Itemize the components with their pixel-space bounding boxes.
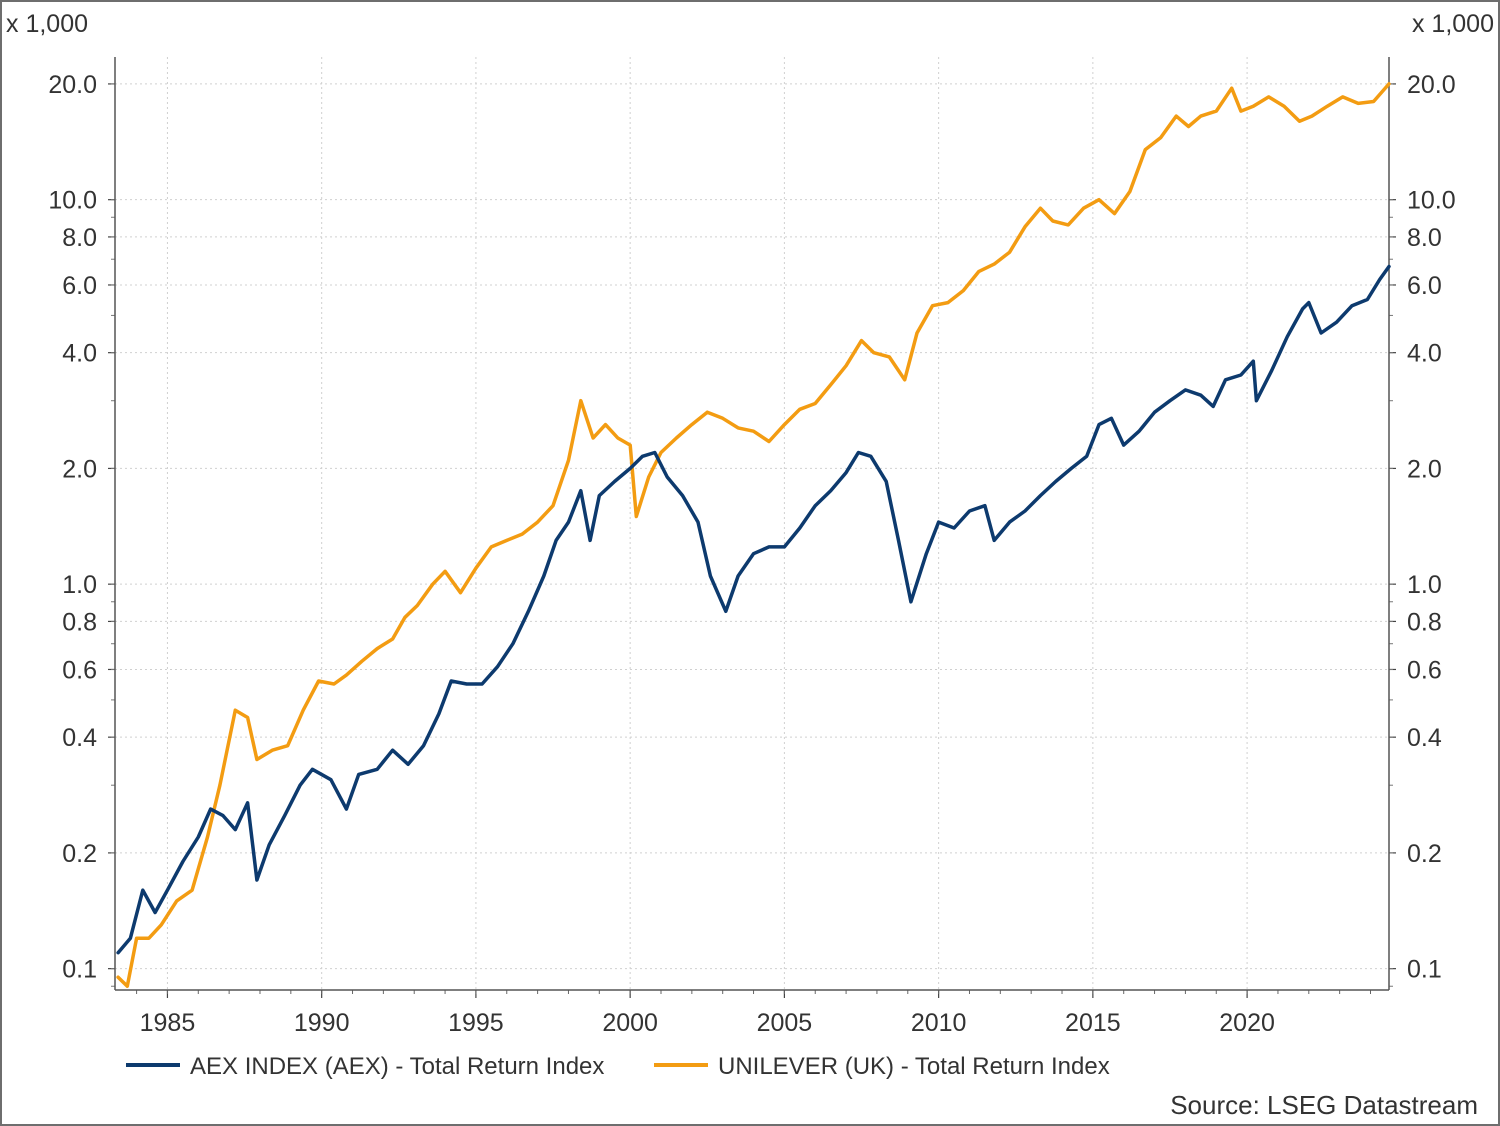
y-tick-label-left: 4.0 (62, 340, 97, 368)
y-tick-label-right: 0.6 (1407, 656, 1442, 684)
series-line-unilever (116, 82, 1391, 988)
y-tick-label-left: 0.8 (62, 608, 97, 636)
y-tick-label-right: 0.1 (1407, 956, 1442, 984)
y-tick-label-right: 20.0 (1407, 71, 1456, 99)
y-tick-label-right: 0.8 (1407, 608, 1442, 636)
y-tick-label-right: 2.0 (1407, 455, 1442, 483)
x-tick-label: 2005 (757, 1009, 813, 1037)
y-tick-label-left: 0.4 (62, 724, 97, 752)
x-tick-label: 1990 (294, 1009, 350, 1037)
y-tick-label-right: 0.4 (1407, 724, 1442, 752)
x-tick-label: 2020 (1219, 1009, 1275, 1037)
x-tick-label: 2010 (911, 1009, 967, 1037)
legend-item-unilever-label: UNILEVER (UK) - Total Return Index (718, 1053, 1110, 1080)
y-tick-label-left: 10.0 (48, 187, 97, 215)
x-tick-label: 2000 (602, 1009, 658, 1037)
legend: AEX INDEX (AEX) - Total Return Index UNIL… (126, 1053, 1110, 1080)
left-unit-label: x 1,000 (6, 10, 88, 38)
right-unit-label: x 1,000 (1412, 10, 1494, 38)
series-lines (116, 82, 1391, 988)
x-tick-label: 1995 (448, 1009, 504, 1037)
x-tick-label: 1985 (140, 1009, 196, 1037)
y-tick-label-right: 8.0 (1407, 224, 1442, 252)
y-tick-label-right: 10.0 (1407, 187, 1456, 215)
y-tick-label-left: 1.0 (62, 571, 97, 599)
y-tick-label-left: 0.6 (62, 656, 97, 684)
y-tick-label-left: 2.0 (62, 455, 97, 483)
x-tick-label: 2015 (1065, 1009, 1121, 1037)
y-tick-label-left: 8.0 (62, 224, 97, 252)
grid-lines (115, 57, 1389, 990)
y-tick-label-right: 4.0 (1407, 340, 1442, 368)
axes: 1985 1990 1995 2000 2005 2010 2015 2020 0.1 0.1 0.… (48, 57, 1456, 1037)
legend-item-aex-label: AEX INDEX (AEX) - Total Return Index (190, 1053, 604, 1080)
y-tick-label-left: 20.0 (48, 71, 97, 99)
y-tick-label-right: 1.0 (1407, 571, 1442, 599)
source-label: Source: LSEG Datastream (1170, 1090, 1478, 1120)
y-tick-label-right: 0.2 (1407, 840, 1442, 868)
y-tick-label-right: 6.0 (1407, 272, 1442, 300)
y-tick-label-left: 6.0 (62, 272, 97, 300)
y-tick-label-left: 0.1 (62, 956, 97, 984)
series-line-aex (116, 264, 1391, 955)
y-tick-label-left: 0.2 (62, 840, 97, 868)
